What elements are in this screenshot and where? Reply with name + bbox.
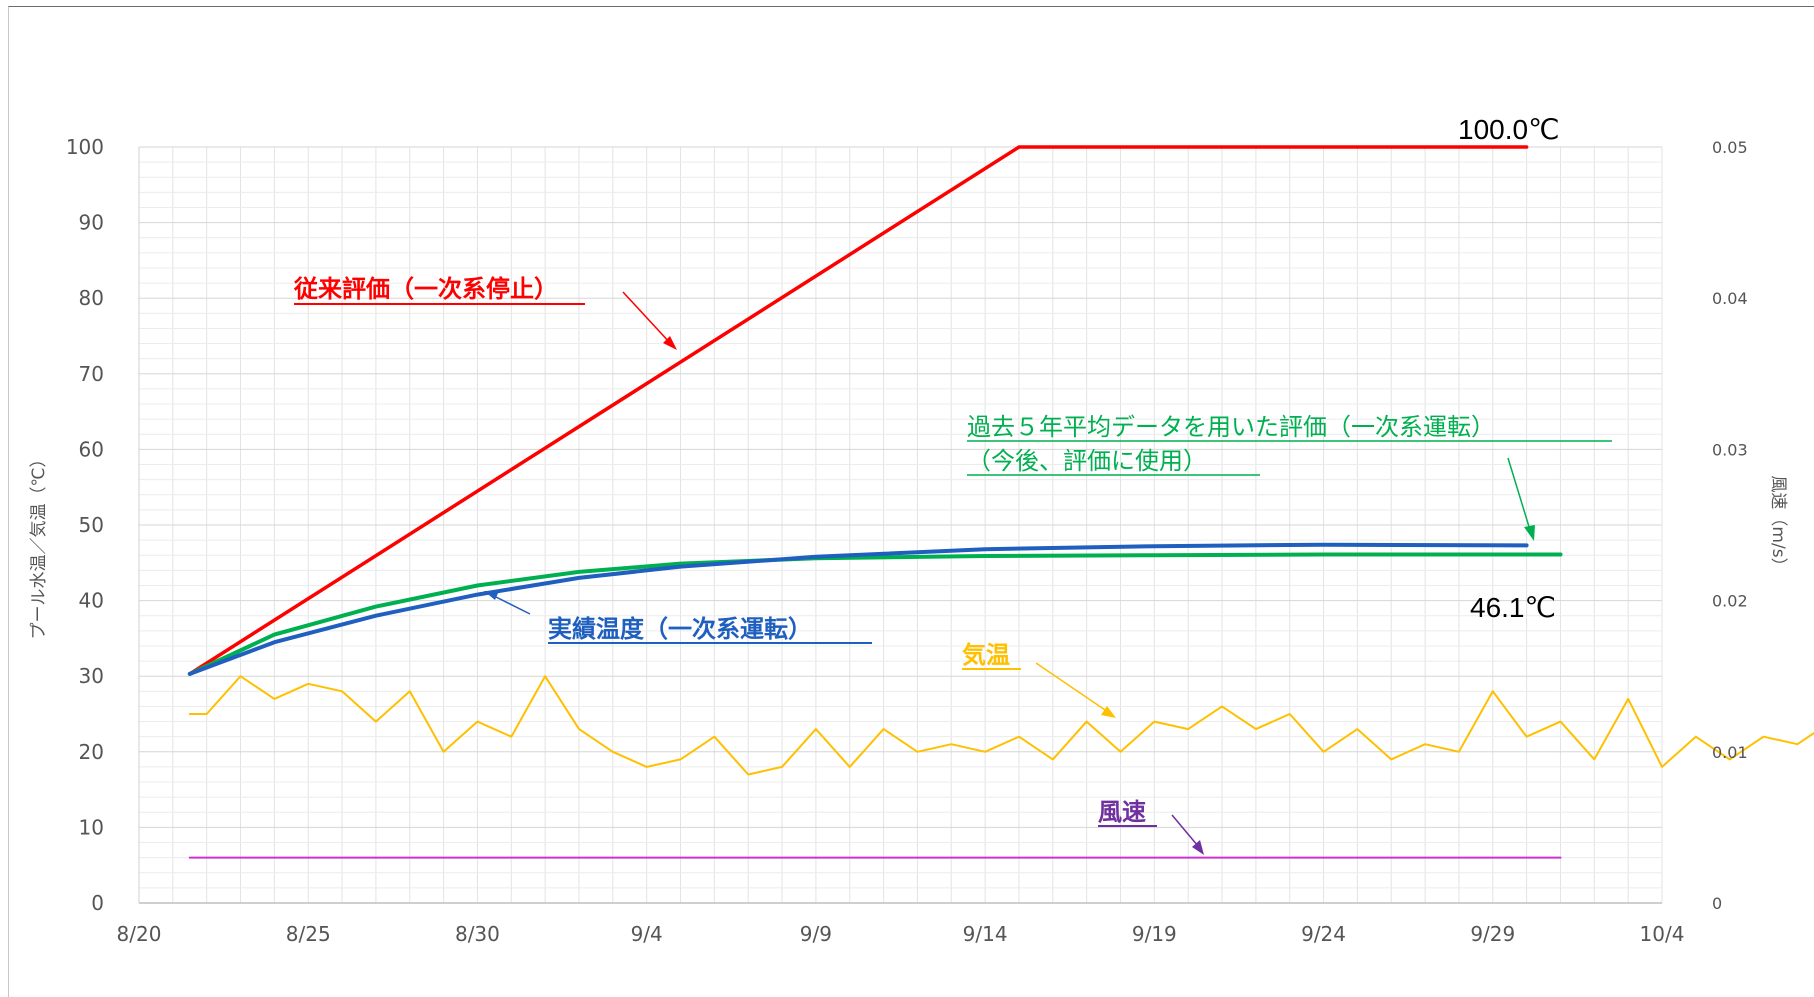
annotation-actual-arrow — [491, 594, 531, 615]
y-right-tick-label: 0.05 — [1712, 138, 1748, 157]
series-line-five-year-average — [187, 552, 1563, 676]
y-right-tick-label: 0.01 — [1712, 743, 1748, 762]
x-tick-label: 8/30 — [455, 922, 500, 946]
x-tick-label: 9/4 — [631, 922, 663, 946]
x-tick-label: 9/24 — [1301, 922, 1346, 946]
x-tick-label: 9/9 — [800, 922, 832, 946]
annotation-actual-label: 実績温度（一次系運転） — [548, 615, 812, 643]
tick-labels: 0 10 20 30 40 50 60 70 80 90 100 0 0.01 0.02 0.03 0.04 0… — [66, 135, 1748, 946]
y-left-tick-label: 40 — [79, 589, 104, 613]
x-tick-label: 9/29 — [1470, 922, 1515, 946]
y-right-tick-label: 0 — [1712, 894, 1722, 913]
annotation-conventional-arrow — [622, 291, 672, 345]
annotation-airtemp-arrow — [1035, 662, 1109, 713]
annotation-airtemp-label: 気温 — [962, 641, 1010, 669]
annotation-avg-sublabel: （今後、評価に使用） — [967, 447, 1207, 475]
y-left-tick-label: 80 — [79, 286, 104, 310]
y-left-tick-label: 30 — [79, 664, 104, 688]
grid — [138, 146, 1663, 904]
annotation-conventional-arrowhead — [663, 336, 677, 350]
y-left-tick-label: 90 — [79, 211, 104, 235]
value-label-46-1: 46.1℃ — [1470, 592, 1556, 623]
y-right-tick-label: 0.03 — [1712, 440, 1748, 459]
series-group — [187, 145, 1814, 859]
x-tick-label: 10/4 — [1640, 922, 1685, 946]
y-right-axis-label: 風速（m/s） — [1768, 475, 1788, 574]
y-left-tick-label: 60 — [79, 437, 104, 461]
y-left-tick-label: 100 — [66, 135, 104, 159]
annotation-conventional-label: 従来評価（一次系停止） — [293, 275, 558, 303]
annotation-wind-arrowhead — [1192, 840, 1204, 855]
annotation-wind-arrow — [1171, 814, 1199, 847]
annotation-avg-arrow — [1507, 457, 1531, 531]
y-left-tick-label: 70 — [79, 362, 104, 386]
y-left-tick-label: 10 — [79, 815, 104, 839]
annotation-actual-arrowhead — [484, 591, 499, 600]
chart-frame — [8, 6, 1814, 997]
x-tick-label: 8/25 — [286, 922, 331, 946]
annotation-avg-arrowhead — [1524, 525, 1535, 541]
series-line-air-temperature — [188, 675, 1814, 776]
annotation-airtemp-arrowhead — [1101, 706, 1116, 718]
y-left-tick-label: 0 — [91, 891, 104, 915]
y-left-axis-label: プール水温／気温（℃） — [29, 450, 49, 639]
y-right-tick-label: 0.02 — [1712, 592, 1748, 611]
series-line-conventional — [188, 145, 1529, 676]
y-left-tick-label: 50 — [79, 513, 104, 537]
x-tick-label: 8/20 — [117, 922, 162, 946]
x-tick-label: 9/14 — [963, 922, 1008, 946]
x-tick-label: 9/19 — [1132, 922, 1177, 946]
value-label-100: 100.0℃ — [1458, 114, 1560, 145]
annotation-avg-label: 過去５年平均データを用いた評価（一次系運転） — [967, 413, 1495, 441]
annotation-wind-label: 風速 — [1098, 798, 1146, 826]
y-right-tick-label: 0.04 — [1712, 289, 1748, 308]
axes — [138, 147, 1662, 904]
series-line-actual — [187, 542, 1529, 676]
y-left-tick-label: 20 — [79, 740, 104, 764]
